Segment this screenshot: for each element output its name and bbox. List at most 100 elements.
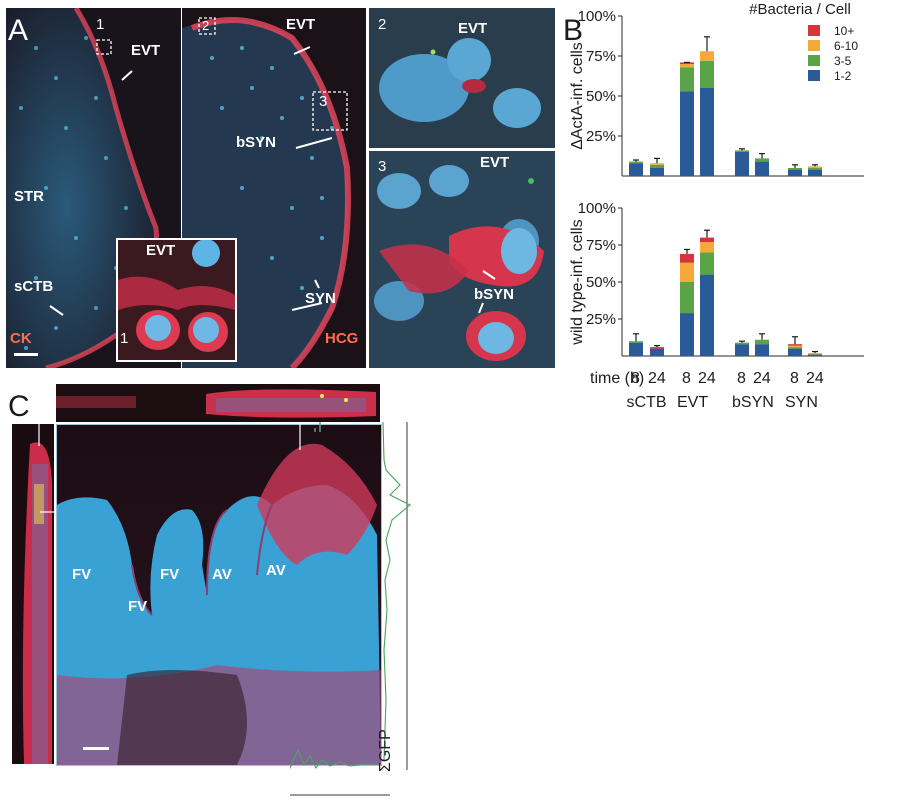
legend: #Bacteria / Cell 10+6-103-51-2	[749, 1, 858, 83]
panel-c-side-projection	[12, 424, 54, 764]
chart-top: 25% 50% 75% 100% ΔActA-inf. cells	[569, 8, 864, 177]
label-evt-inset-1: EVT	[146, 242, 176, 259]
bar-segment-3-5	[680, 67, 694, 92]
y-axis-title: ΔActA-inf. cells	[569, 42, 586, 150]
inset-3-number: 3	[378, 158, 387, 175]
bar-segment-6-10	[788, 345, 802, 348]
label-evt-left: EVT	[131, 42, 161, 59]
bar-segment-1-2	[755, 161, 769, 176]
bar-segment-1-2	[700, 274, 714, 356]
inset-1-image	[118, 240, 235, 360]
bar-segment-3-5	[650, 164, 664, 168]
panel-a-inset-3	[369, 151, 555, 368]
bar-segment-1-2	[680, 91, 694, 176]
bar-segment-3-5	[735, 150, 749, 152]
bar-segment-3-5	[629, 341, 643, 343]
y-tick-label: 100%	[578, 8, 616, 25]
legend-swatch-1-2	[808, 70, 820, 81]
label-ck: CK	[10, 330, 32, 347]
panel-c-main-image	[57, 425, 381, 765]
bar-segment-1-2	[788, 169, 802, 176]
label-fv-2: FV	[160, 566, 180, 583]
group-label-EVT: EVT	[677, 394, 709, 411]
legend-swatch-3-5	[808, 55, 820, 66]
bar-segment-1-2	[735, 152, 749, 176]
side-projection-image	[12, 424, 54, 764]
y-tick-label: 50%	[586, 88, 616, 105]
group-label-bSYN: bSYN	[732, 394, 774, 411]
label-av-1: AV	[212, 566, 232, 583]
label-av-2: AV	[266, 562, 286, 579]
y-tick-label: 75%	[586, 48, 616, 65]
bar-segment-3-5	[700, 252, 714, 275]
bar-segment-6-10	[650, 163, 664, 165]
group-label-sCTB: sCTB	[626, 394, 667, 411]
bar-segment-6-10	[700, 51, 714, 61]
box-3-number: 3	[319, 93, 328, 110]
legend-title: #Bacteria / Cell	[749, 1, 851, 18]
bar-segment-6-10	[680, 64, 694, 68]
legend-swatch-6-10	[808, 40, 820, 51]
label-syn: SYN	[305, 290, 336, 307]
time-point-label: 8	[682, 370, 691, 387]
group-label-SYN: SYN	[785, 394, 818, 411]
bar-segment-1-2	[808, 169, 822, 176]
bar-segment-3-5	[755, 339, 769, 345]
label-evt-inset-3: EVT	[480, 154, 510, 171]
bar-segment-6-10	[700, 242, 714, 253]
bar-segment-6-10	[808, 166, 822, 168]
bar-segment-3-5	[788, 168, 802, 170]
label-evt-middle: EVT	[286, 16, 316, 33]
box-2-number: 2	[202, 18, 210, 33]
bar-segment-1-2	[735, 344, 749, 356]
y-tick-label: 25%	[586, 311, 616, 328]
legend-label-6-10: 6-10	[834, 39, 858, 53]
legend-label-3-5: 3-5	[834, 54, 852, 68]
bar-segment-3-5	[700, 60, 714, 88]
legend-label-10+: 10+	[834, 24, 854, 38]
top-projection-image	[56, 384, 380, 422]
bar-segment-10+	[650, 347, 664, 349]
panel-a-inset-2	[369, 8, 555, 148]
label-fv-1: FV	[72, 566, 92, 583]
box-1-number: 1	[96, 16, 105, 33]
panel-a-inset-1	[116, 238, 237, 362]
time-axis-label: time (h)	[590, 370, 645, 387]
y-tick-label: 75%	[586, 237, 616, 254]
inset-2-number: 2	[378, 16, 387, 33]
panel-a-letter: A	[8, 14, 29, 47]
bar-segment-10+	[700, 237, 714, 243]
panel-b-charts: 25% 50% 75% 100% ΔActA-inf. cells 25% 50% 75% 1…	[569, 1, 864, 357]
bar-segment-3-5	[755, 158, 769, 162]
bar-segment-3-5	[808, 168, 822, 170]
bar-segment-1-2	[629, 342, 643, 356]
panel-c-top-projection	[56, 384, 380, 422]
bar-segment-3-5	[629, 161, 643, 164]
bar-segment-1-2	[700, 88, 714, 176]
bar-segment-1-2	[788, 348, 802, 356]
label-str: STR	[14, 188, 44, 205]
y-tick-label: 100%	[578, 200, 616, 217]
label-bsyn-middle: bSYN	[236, 134, 277, 151]
label-sctb: sCTB	[14, 278, 54, 295]
y-tick-label: 50%	[586, 274, 616, 291]
label-fv-3: FV	[128, 598, 148, 615]
bar-segment-10+	[680, 62, 694, 64]
bar-segment-6-10	[808, 353, 822, 355]
y-axis-title: wild type-inf. cells	[569, 219, 586, 345]
time-point-label: 8	[790, 370, 799, 387]
time-point-label: 24	[648, 370, 666, 387]
inset-1-number: 1	[120, 330, 129, 347]
time-point-label: 24	[806, 370, 824, 387]
bar-segment-6-10	[680, 262, 694, 282]
panel-c-main-micrograph	[56, 424, 382, 766]
bar-segment-3-5	[680, 282, 694, 314]
bar-segment-1-2	[755, 344, 769, 356]
gfp-sum-label: ΣGFP	[377, 729, 394, 772]
bar-segment-10+	[680, 253, 694, 263]
gfp-profile-plots: ΣGFP	[290, 421, 411, 796]
bar-segment-1-2	[808, 354, 822, 356]
inset-2-image	[369, 8, 555, 148]
time-point-label: 24	[698, 370, 716, 387]
bar-segment-3-5	[788, 347, 802, 349]
